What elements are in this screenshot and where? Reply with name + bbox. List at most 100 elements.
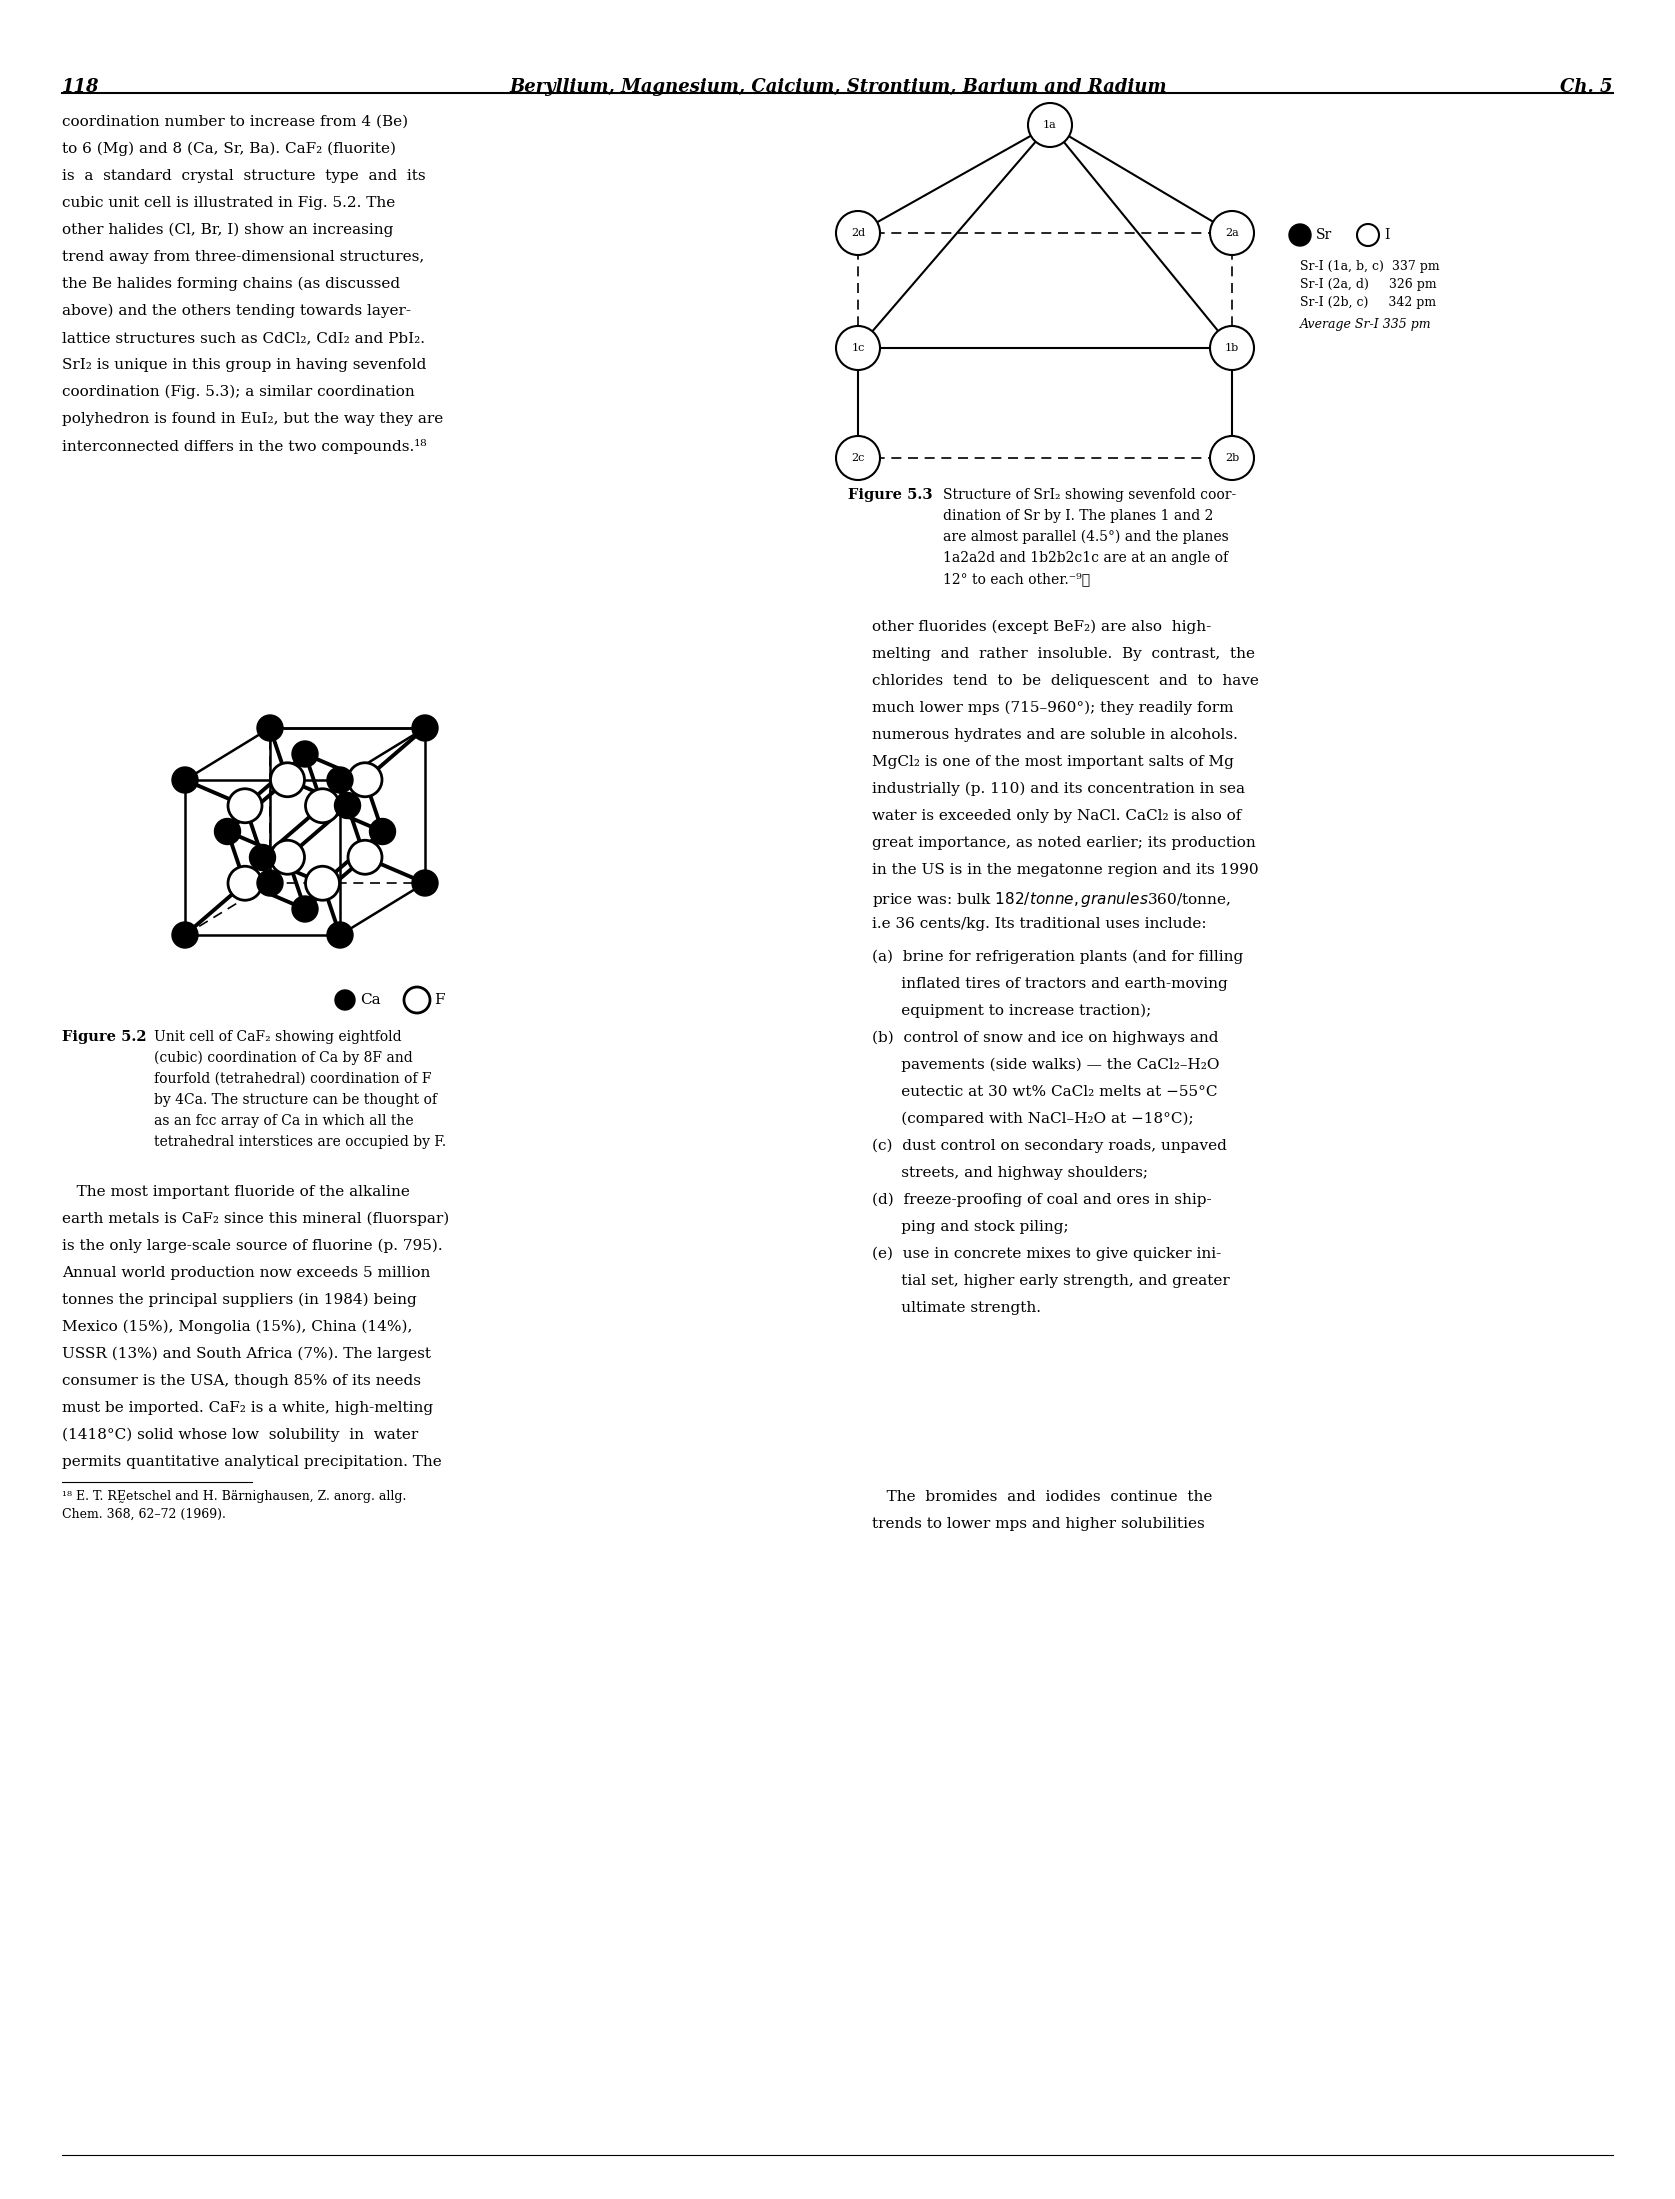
Circle shape xyxy=(228,789,261,822)
Text: chlorides  tend  to  be  deliquescent  and  to  have: chlorides tend to be deliquescent and to… xyxy=(873,675,1260,688)
Text: as an fcc array of Ca in which all the: as an fcc array of Ca in which all the xyxy=(154,1115,414,1128)
Circle shape xyxy=(1357,224,1379,246)
Text: by 4Ca. The structure can be thought of: by 4Ca. The structure can be thought of xyxy=(154,1093,437,1106)
Text: Mexico (15%), Mongolia (15%), China (14%),: Mexico (15%), Mongolia (15%), China (14%… xyxy=(62,1319,412,1335)
Text: (d)  freeze-proofing of coal and ores in ship-: (d) freeze-proofing of coal and ores in … xyxy=(873,1194,1211,1207)
Circle shape xyxy=(836,435,879,479)
Text: tonnes the principal suppliers (in 1984) being: tonnes the principal suppliers (in 1984)… xyxy=(62,1293,417,1308)
Text: ping and stock piling;: ping and stock piling; xyxy=(873,1220,1069,1234)
Text: polyhedron is found in EuI₂, but the way they are: polyhedron is found in EuI₂, but the way… xyxy=(62,411,444,427)
Text: I: I xyxy=(1384,229,1389,242)
Text: 2d: 2d xyxy=(851,229,864,237)
Circle shape xyxy=(335,792,360,818)
Text: The  bromides  and  iodides  continue  the: The bromides and iodides continue the xyxy=(873,1491,1213,1504)
Text: Sr-I (2a, d)     326 pm: Sr-I (2a, d) 326 pm xyxy=(1300,277,1437,290)
Circle shape xyxy=(1209,325,1255,369)
Text: Ca: Ca xyxy=(360,994,380,1007)
Circle shape xyxy=(1290,224,1312,246)
Text: above) and the others tending towards layer-: above) and the others tending towards la… xyxy=(62,303,410,319)
Text: (e)  use in concrete mixes to give quicker ini-: (e) use in concrete mixes to give quicke… xyxy=(873,1247,1221,1262)
Text: 118: 118 xyxy=(62,77,99,97)
Text: numerous hydrates and are soluble in alcohols.: numerous hydrates and are soluble in alc… xyxy=(873,728,1238,741)
Text: consumer is the USA, though 85% of its needs: consumer is the USA, though 85% of its n… xyxy=(62,1374,420,1388)
Circle shape xyxy=(228,866,261,899)
Text: coordination number to increase from 4 (Be): coordination number to increase from 4 (… xyxy=(62,114,409,130)
Text: Figure 5.2: Figure 5.2 xyxy=(62,1029,147,1045)
Text: fourfold (tetrahedral) coordination of F: fourfold (tetrahedral) coordination of F xyxy=(154,1071,432,1086)
Text: ultimate strength.: ultimate strength. xyxy=(873,1302,1040,1315)
Text: 1c: 1c xyxy=(851,343,864,354)
Text: 1b: 1b xyxy=(1224,343,1240,354)
Text: melting  and  rather  insoluble.  By  contrast,  the: melting and rather insoluble. By contras… xyxy=(873,647,1255,662)
Circle shape xyxy=(305,789,340,822)
Text: Beryllium, Magnesium, Caicium, Strontium, Barium and Radium: Beryllium, Magnesium, Caicium, Strontium… xyxy=(509,77,1167,97)
Circle shape xyxy=(270,763,305,796)
Text: inflated tires of tractors and earth-moving: inflated tires of tractors and earth-mov… xyxy=(873,976,1228,992)
Circle shape xyxy=(836,211,879,255)
Circle shape xyxy=(327,767,353,794)
Text: Sr-I (1a, b, c)  337 pm: Sr-I (1a, b, c) 337 pm xyxy=(1300,259,1439,273)
Text: F: F xyxy=(434,994,444,1007)
Text: The most important fluoride of the alkaline: The most important fluoride of the alkal… xyxy=(62,1185,410,1198)
Text: water is exceeded only by NaCl. CaCl₂ is also of: water is exceeded only by NaCl. CaCl₂ is… xyxy=(873,809,1241,822)
Text: Figure 5.3: Figure 5.3 xyxy=(848,488,933,501)
Text: equipment to increase traction);: equipment to increase traction); xyxy=(873,1005,1151,1018)
Text: Annual world production now exceeds 5 million: Annual world production now exceeds 5 mi… xyxy=(62,1267,430,1280)
Circle shape xyxy=(412,871,437,895)
Circle shape xyxy=(250,844,275,871)
Circle shape xyxy=(1209,211,1255,255)
Text: eutectic at 30 wt% CaCl₂ melts at −55°C: eutectic at 30 wt% CaCl₂ melts at −55°C xyxy=(873,1084,1218,1100)
Circle shape xyxy=(335,990,355,1009)
Text: the Be halides forming chains (as discussed: the Be halides forming chains (as discus… xyxy=(62,277,400,292)
Text: to 6 (Mg) and 8 (Ca, Sr, Ba). CaF₂ (fluorite): to 6 (Mg) and 8 (Ca, Sr, Ba). CaF₂ (fluo… xyxy=(62,143,395,156)
Circle shape xyxy=(404,987,430,1014)
Text: USSR (13%) and South Africa (7%). The largest: USSR (13%) and South Africa (7%). The la… xyxy=(62,1348,430,1361)
Text: tial set, higher early strength, and greater: tial set, higher early strength, and gre… xyxy=(873,1273,1229,1289)
Text: Sr-I (2b, c)     342 pm: Sr-I (2b, c) 342 pm xyxy=(1300,297,1435,310)
Text: 2b: 2b xyxy=(1224,453,1240,464)
Text: are almost parallel (4.5°) and the planes: are almost parallel (4.5°) and the plane… xyxy=(943,530,1229,545)
Circle shape xyxy=(348,840,382,875)
Text: permits quantitative analytical precipitation. The: permits quantitative analytical precipit… xyxy=(62,1456,442,1469)
Circle shape xyxy=(173,767,198,794)
Text: Average Sr-I 335 pm: Average Sr-I 335 pm xyxy=(1300,319,1432,332)
Circle shape xyxy=(836,325,879,369)
Text: streets, and highway shoulders;: streets, and highway shoulders; xyxy=(873,1165,1147,1181)
Circle shape xyxy=(256,715,283,741)
Text: 2c: 2c xyxy=(851,453,864,464)
Text: 12° to each other.⁻⁹⧧: 12° to each other.⁻⁹⧧ xyxy=(943,572,1090,585)
Text: is the only large-scale source of fluorine (p. 795).: is the only large-scale source of fluori… xyxy=(62,1238,442,1253)
Text: (cubic) coordination of Ca by 8F and: (cubic) coordination of Ca by 8F and xyxy=(154,1051,412,1064)
Text: interconnected differs in the two compounds.¹⁸: interconnected differs in the two compou… xyxy=(62,440,427,453)
Text: 1a: 1a xyxy=(1044,121,1057,130)
Text: cubic unit cell is illustrated in Fig. 5.2. The: cubic unit cell is illustrated in Fig. 5… xyxy=(62,196,395,209)
Circle shape xyxy=(214,818,241,844)
Text: Chem. 368, 62–72 (1969).: Chem. 368, 62–72 (1969). xyxy=(62,1509,226,1522)
Text: trend away from three-dimensional structures,: trend away from three-dimensional struct… xyxy=(62,251,424,264)
Circle shape xyxy=(270,840,305,875)
Text: Structure of SrI₂ showing sevenfold coor-: Structure of SrI₂ showing sevenfold coor… xyxy=(943,488,1236,501)
Circle shape xyxy=(291,741,318,767)
Text: in the US is in the megatonne region and its 1990: in the US is in the megatonne region and… xyxy=(873,862,1258,877)
Circle shape xyxy=(291,895,318,921)
Text: 1a2a2d and 1b2b2c1c are at an angle of: 1a2a2d and 1b2b2c1c are at an angle of xyxy=(943,552,1228,565)
Circle shape xyxy=(1209,435,1255,479)
Text: Sr: Sr xyxy=(1317,229,1332,242)
Text: earth metals is CaF₂ since this mineral (fluorspar): earth metals is CaF₂ since this mineral … xyxy=(62,1212,449,1227)
Text: Ch. 5: Ch. 5 xyxy=(1561,77,1613,97)
Circle shape xyxy=(173,921,198,948)
Text: lattice structures such as CdCl₂, CdI₂ and PbI₂.: lattice structures such as CdCl₂, CdI₂ a… xyxy=(62,332,425,345)
Text: much lower mps (715–960°); they readily form: much lower mps (715–960°); they readily … xyxy=(873,701,1233,715)
Text: must be imported. CaF₂ is a white, high-melting: must be imported. CaF₂ is a white, high-… xyxy=(62,1401,434,1414)
Text: i.e 36 cents/kg. Its traditional uses include:: i.e 36 cents/kg. Its traditional uses in… xyxy=(873,917,1206,930)
Text: SrI₂ is unique in this group in having sevenfold: SrI₂ is unique in this group in having s… xyxy=(62,358,427,372)
Text: coordination (Fig. 5.3); a similar coordination: coordination (Fig. 5.3); a similar coord… xyxy=(62,385,415,400)
Circle shape xyxy=(305,866,340,899)
Text: (c)  dust control on secondary roads, unpaved: (c) dust control on secondary roads, unp… xyxy=(873,1139,1226,1154)
Circle shape xyxy=(327,921,353,948)
Circle shape xyxy=(256,871,283,895)
Text: pavements (side walks) — the CaCl₂–H₂O: pavements (side walks) — the CaCl₂–H₂O xyxy=(873,1058,1219,1073)
Text: dination of Sr by I. The planes 1 and 2: dination of Sr by I. The planes 1 and 2 xyxy=(943,508,1213,523)
Text: Unit cell of CaF₂ showing eightfold: Unit cell of CaF₂ showing eightfold xyxy=(154,1029,402,1045)
Text: other fluorides (except BeF₂) are also  high-: other fluorides (except BeF₂) are also h… xyxy=(873,620,1211,633)
